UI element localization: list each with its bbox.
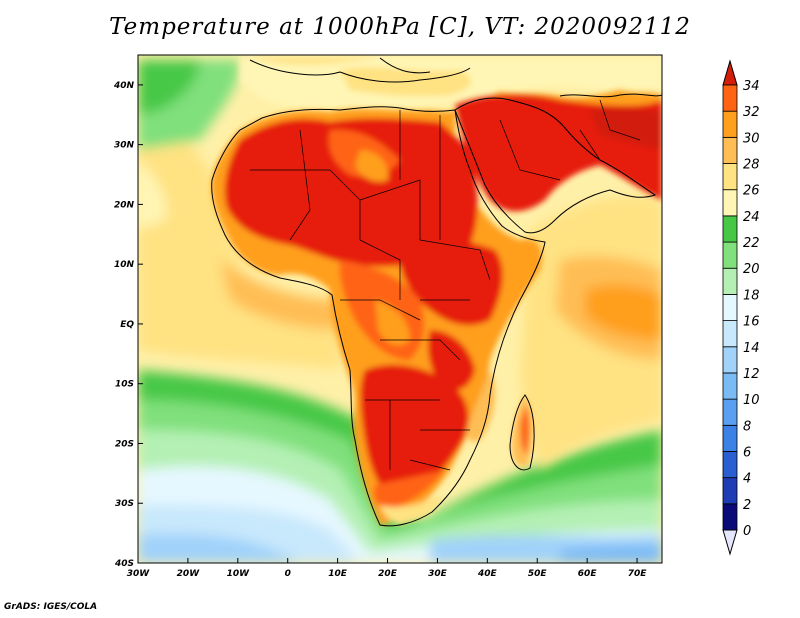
colorbar-box [722, 136, 738, 164]
colorbar-label: 22 [743, 236, 760, 251]
x-tick-label: 70E [628, 569, 648, 579]
y-tick-label: 10N [114, 260, 135, 270]
colorbar-box [722, 398, 738, 426]
y-tick-label: 30N [114, 141, 135, 151]
colorbar-label: 8 [743, 419, 751, 434]
x-tick-label: 30W [127, 569, 151, 579]
credit-text: GrADS: IGES/COLA [4, 602, 98, 612]
colorbar-label: 32 [743, 105, 760, 120]
y-tick-label: 10S [115, 380, 134, 390]
colorbar-label: 10 [743, 393, 760, 408]
colorbar-box [722, 372, 738, 400]
colorbar-label: 20 [743, 262, 760, 277]
temperature-field [138, 55, 662, 563]
colorbar-box [722, 267, 738, 295]
colorbar-label: 24 [743, 210, 760, 225]
indian-ocean-bands [520, 196, 662, 470]
colorbar-label: 4 [743, 472, 751, 487]
colorbar-box [722, 163, 738, 191]
colorbar-top-triangle [722, 59, 738, 86]
colorbar-box [722, 110, 738, 138]
x-tick-label: 30E [428, 569, 448, 579]
y-axis-ticks: 40S 30S 20S 10S EQ 10N 20N 30N 40N [113, 81, 143, 569]
colorbar-label: 28 [743, 158, 760, 173]
x-tick-label: 50E [528, 569, 548, 579]
southern-ocean-bands [138, 370, 662, 563]
colorbar-box [722, 346, 738, 374]
colorbar-label: 34 [743, 79, 760, 94]
colorbar-box [722, 189, 738, 217]
colorbar-box [722, 451, 738, 479]
colorbar-label: 18 [743, 288, 760, 303]
colorbar-label: 30 [743, 131, 760, 146]
y-tick-label: 40S [114, 559, 134, 569]
colorbar-label: 12 [743, 367, 760, 382]
coastline-borders [211, 57, 662, 527]
y-tick-label: 20N [114, 200, 135, 210]
africa-land-field [211, 90, 662, 525]
colorbar-label: 6 [743, 445, 751, 460]
x-tick-label: 10E [328, 569, 348, 579]
colorbar-box [722, 84, 738, 112]
colorbar-label: 2 [743, 498, 751, 513]
colorbar-label: 16 [743, 315, 760, 330]
x-tick-label: 20W [177, 569, 201, 579]
colorbar-box [722, 320, 738, 348]
colorbar-box [722, 294, 738, 321]
colorbar-bottom-triangle [722, 529, 738, 556]
x-tick-label: 0 [285, 569, 291, 579]
colorbar-box [722, 215, 738, 243]
x-tick-label: 20E [378, 569, 398, 579]
atlantic-bands [138, 60, 345, 370]
colorbar-box [722, 424, 738, 452]
plot-frame [137, 54, 663, 564]
colorbar-label: 14 [743, 341, 760, 356]
colorbar-box [722, 241, 738, 269]
chart-title: Temperature at 1000hPa [C], VT: 20200921… [109, 14, 691, 40]
colorbar-label: 26 [743, 184, 760, 199]
y-tick-label: 20S [115, 439, 134, 449]
colorbar-box [722, 477, 738, 505]
x-tick-label: 10W [227, 569, 251, 579]
colorbar-label: 0 [743, 524, 751, 539]
x-tick-label: 60E [578, 569, 598, 579]
y-tick-label: 40N [113, 81, 135, 91]
y-tick-label: 30S [115, 499, 134, 509]
x-axis-ticks: 30W 20W 10W 0 10E 20E 30E 40E 50E 60E 70E [127, 558, 647, 579]
y-tick-label: EQ [120, 320, 134, 330]
x-tick-label: 40E [477, 569, 498, 579]
colorbar-box [722, 503, 738, 531]
